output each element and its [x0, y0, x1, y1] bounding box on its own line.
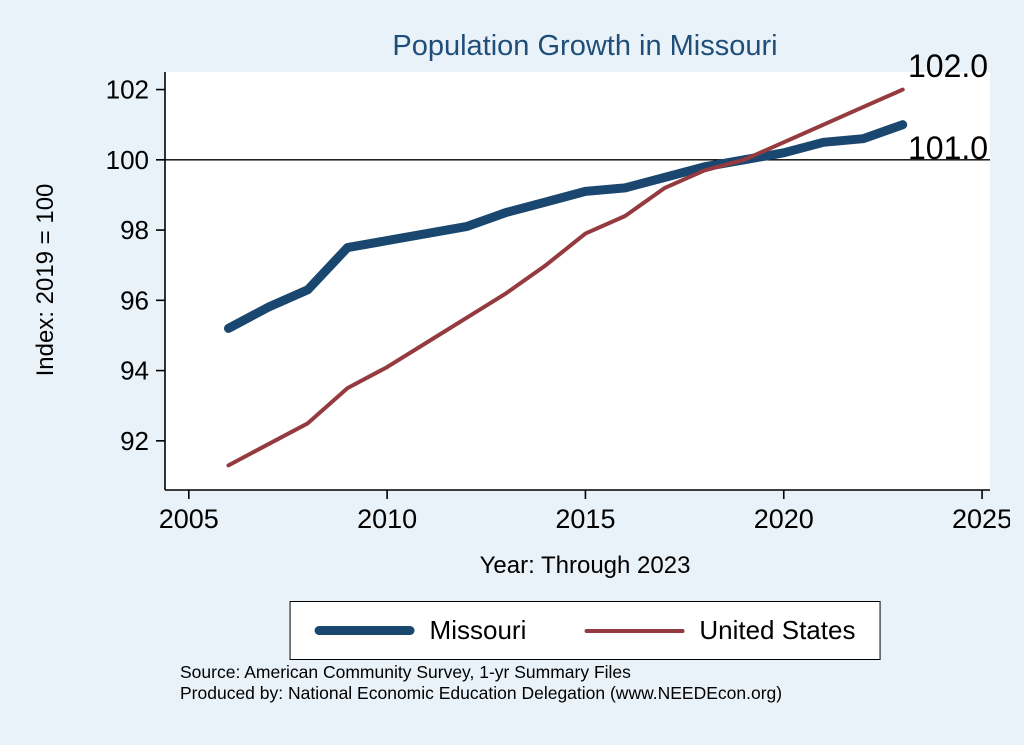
plot-area: 92 94 96 98 100 102 2005 2010 2015 2020 2025	[106, 72, 1010, 534]
x-axis-title: Year: Through 2023	[479, 552, 691, 579]
svg-text:98: 98	[120, 215, 149, 245]
svg-text:92: 92	[120, 426, 149, 456]
chart-title: Population Growth in Missouri	[392, 30, 778, 62]
svg-text:102: 102	[106, 75, 149, 105]
svg-text:2010: 2010	[357, 504, 417, 534]
svg-text:2015: 2015	[555, 504, 615, 534]
missouri-line-swatch	[314, 626, 415, 635]
svg-text:2005: 2005	[159, 504, 219, 534]
end-label-missouri: 101.0	[908, 130, 989, 166]
legend: Missouri United States	[289, 601, 881, 660]
end-label-united-states: 102.0	[908, 48, 989, 84]
source-notes: Source: American Community Survey, 1-yr …	[180, 662, 782, 705]
legend-label-missouri: Missouri	[429, 615, 527, 645]
y-axis-title: Index: 2019 = 100	[32, 183, 59, 377]
svg-text:96: 96	[120, 285, 149, 315]
united-states-line-swatch	[584, 628, 685, 633]
source-line: Source: American Community Survey, 1-yr …	[180, 662, 631, 682]
produced-by-line: Produced by: National Economic Education…	[180, 683, 783, 704]
legend-label-united-states: United States	[699, 615, 856, 645]
svg-text:2025: 2025	[952, 504, 1010, 534]
svg-text:100: 100	[106, 145, 149, 175]
svg-text:94: 94	[120, 356, 149, 386]
svg-text:2020: 2020	[754, 504, 814, 534]
